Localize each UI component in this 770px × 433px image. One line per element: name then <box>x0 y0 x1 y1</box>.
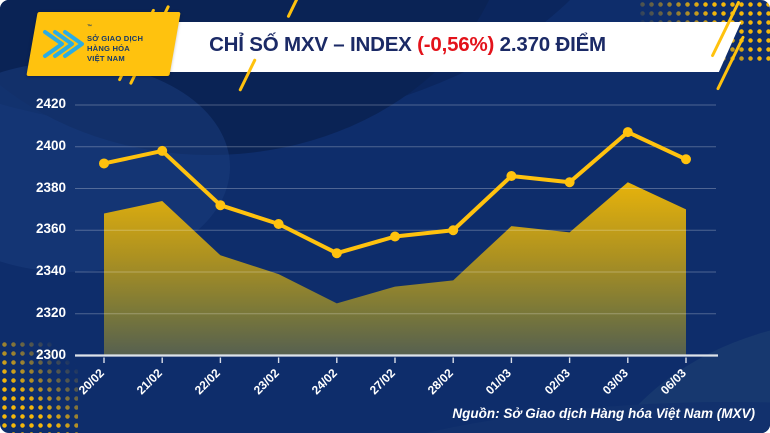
x-tick-label-28/02: 28/02 <box>425 366 457 398</box>
chart-title: CHỈ SỐ MXV – INDEX (-0,56%) 2.370 ĐIỂM <box>150 33 665 57</box>
data-point-24/02 <box>331 248 342 259</box>
data-point-02/03 <box>564 177 575 188</box>
title-points: 2.370 ĐIỂM <box>494 33 606 56</box>
data-point-03/03 <box>622 127 633 138</box>
y-tick-label-2380: 2380 <box>35 179 66 195</box>
logo-line-1: SỞ GIAO DỊCH <box>87 34 144 44</box>
y-tick-label-2300: 2300 <box>35 346 66 362</box>
logo-line-2: HÀNG HÓA <box>87 44 130 53</box>
mxv-logo: ™ SỞ GIAO DỊCH HÀNG HÓA VIỆT NAM <box>26 12 181 76</box>
mxv-logo-icon <box>43 30 84 58</box>
y-tick-label-2420: 2420 <box>35 96 66 111</box>
data-point-23/02 <box>273 218 284 229</box>
x-tick-label-27/02: 27/02 <box>366 366 398 398</box>
x-tick-label-23/02: 23/02 <box>250 366 282 398</box>
x-tick-label-21/02: 21/02 <box>134 366 166 398</box>
halftone-dots-bottom-left <box>0 340 78 433</box>
data-point-28/02 <box>448 225 459 236</box>
title-change-percent: (-0,56%) <box>417 33 495 56</box>
title-prefix: CHỈ SỐ MXV – INDEX <box>209 33 418 56</box>
data-point-01/03 <box>506 170 517 181</box>
y-tick-label-2320: 2320 <box>35 304 66 320</box>
logo-org-name: ™ SỞ GIAO DỊCH HÀNG HÓA VIỆT NAM <box>87 24 143 63</box>
x-tick-label-22/02: 22/02 <box>192 366 224 398</box>
trademark-symbol: ™ <box>87 24 93 31</box>
y-tick-label-2360: 2360 <box>35 221 66 237</box>
logo-line-3: VIỆT NAM <box>87 53 125 63</box>
source-caption: Nguồn: Sở Giao dịch Hàng hóa Việt Nam (M… <box>452 406 755 421</box>
y-tick-label-2340: 2340 <box>35 263 66 278</box>
data-point-27/02 <box>390 231 400 242</box>
x-tick-label-24/02: 24/02 <box>308 366 340 398</box>
data-point-06/03 <box>681 154 691 165</box>
y-tick-label-2400: 2400 <box>35 137 66 153</box>
